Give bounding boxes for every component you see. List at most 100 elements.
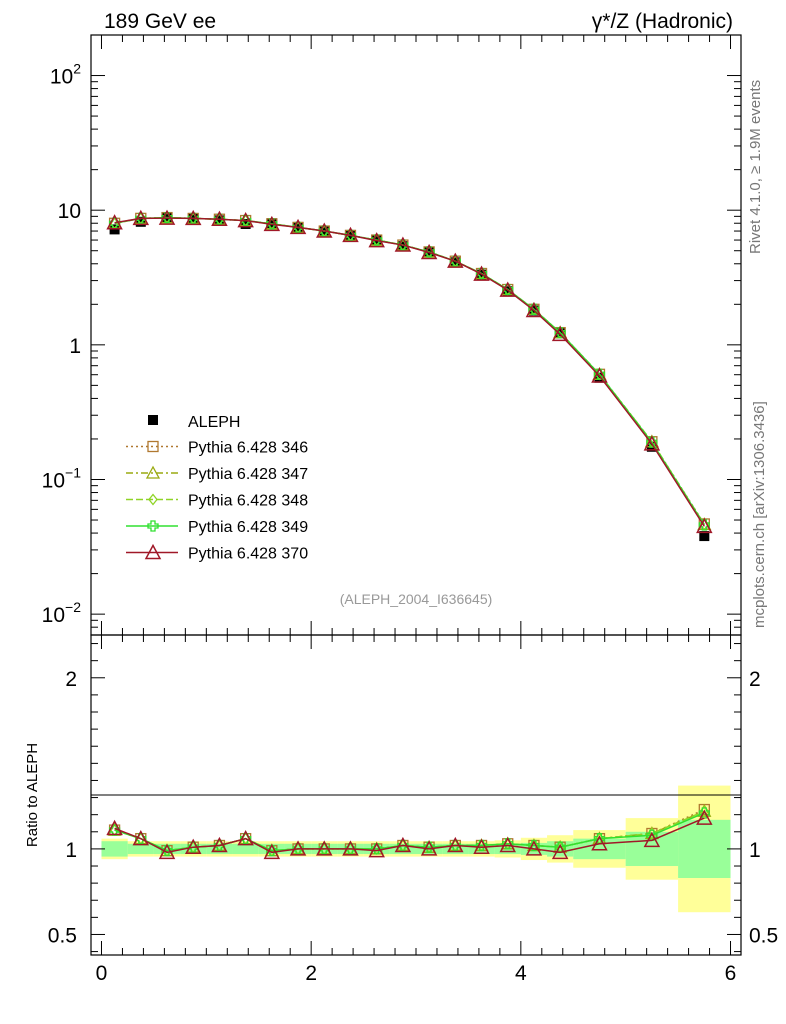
legend-label: Pythia 6.428 348 (188, 493, 308, 510)
main-y-tick-exponent: −2 (65, 599, 81, 615)
legend-label: Pythia 6.428 370 (188, 546, 308, 563)
ratio-band-inner (468, 843, 495, 855)
aleph-data-point (594, 372, 605, 383)
main-series-marker (289, 218, 307, 235)
main-y-tick-label: 10 (58, 200, 81, 223)
ratio-y-tick-label: 2 (65, 668, 77, 691)
main-series-marker (158, 209, 176, 225)
main-series-marker (184, 209, 202, 226)
aleph-data-point (450, 257, 461, 268)
x-tick-label: 0 (96, 962, 108, 985)
main-series-marker (263, 215, 281, 232)
ratio-band-inner (180, 843, 207, 855)
ratio-series-marker (106, 819, 123, 836)
ratio-y-tick-label-right: 2 (749, 668, 761, 691)
process-text: (Hadronic) (635, 10, 733, 33)
main-series-marker (342, 226, 359, 243)
ratio-series-marker (211, 836, 228, 853)
main-series-marker (394, 236, 412, 252)
process-label: γ*/Z (Hadronic) (592, 10, 733, 33)
ratio-series-marker (368, 842, 385, 858)
main-y-tick-base: 10 (42, 604, 65, 627)
ratio-band-inner (258, 843, 285, 855)
x-tick-label: 2 (305, 962, 317, 985)
ratio-series-marker (184, 838, 202, 854)
ratio-band-inner (547, 841, 574, 857)
main-series-marker (473, 265, 490, 281)
mcplots-label: mcplots.cern.ch [arXiv:1306.3436] (751, 401, 768, 628)
main-series-marker (551, 325, 569, 342)
ratio-series-marker (698, 807, 710, 819)
ratio-series-marker (525, 840, 543, 856)
legend-marker (148, 493, 158, 506)
ratio-series-marker (289, 840, 307, 856)
main-y-tick-base: 10 (58, 200, 81, 223)
main-y-tick-base: 10 (50, 66, 73, 89)
ratio-band-inner (206, 843, 233, 855)
ratio-band-inner (127, 843, 154, 855)
aleph-data-point (502, 286, 513, 297)
energy-label: 189 GeV ee (104, 10, 216, 33)
legend-label: Pythia 6.428 346 (188, 440, 308, 457)
ratio-mc-series (106, 803, 713, 860)
ratio-series-marker (263, 843, 281, 860)
ratio-series-marker (394, 836, 412, 853)
ratio-series-marker (420, 840, 438, 856)
legend-label: Pythia 6.428 347 (188, 466, 308, 483)
main-series-marker (316, 222, 333, 238)
main-series-marker (499, 281, 516, 297)
legend: ALEPH Pythia 6.428 346 Pythia 6.428 347 Pyt… (126, 414, 308, 563)
ratio-series-marker (158, 843, 176, 860)
main-y-tick-label: 102 (50, 61, 81, 89)
aleph-data-point (397, 241, 408, 252)
main-series-marker (591, 367, 608, 383)
ratio-band-inner (573, 838, 626, 860)
main-series-line (114, 217, 705, 527)
ratio-series-marker (237, 830, 254, 846)
main-series-marker (106, 214, 123, 230)
main-series-marker (211, 210, 228, 226)
ratio-series-marker (447, 836, 464, 853)
main-series-marker (447, 252, 464, 268)
aleph-data-point (135, 216, 146, 227)
main-y-tick-label: 1 (69, 335, 81, 358)
ratio-band-inner (153, 843, 181, 855)
main-series-marker (237, 211, 254, 228)
ratio-series-marker (499, 836, 516, 853)
main-y-tick-base: 10 (42, 469, 65, 492)
ratio-series-marker (696, 809, 713, 825)
ratio-band-inner (678, 819, 731, 878)
ratio-series-marker (591, 835, 608, 851)
ratio-band-inner (101, 841, 128, 857)
ratio-series-marker (473, 838, 490, 854)
ratio-series-marker (699, 805, 710, 818)
aleph-data-point (214, 215, 225, 226)
ratio-y-tick-label: 1 (65, 839, 77, 862)
ratio-axis-ticks: 0.5 0.5 1 1 2 2 (48, 643, 778, 953)
main-y-tick-base: 1 (69, 335, 81, 358)
ratio-panel: 0.5 0.5 1 1 2 2 Ratio to ALEPH (24, 634, 778, 956)
legend-label: Pythia 6.428 349 (188, 519, 308, 536)
legend-marker (145, 465, 161, 479)
legend-marker-aleph (148, 415, 158, 425)
ratio-y-tick-label-right: 0.5 (749, 924, 778, 947)
ratio-series-marker (528, 839, 540, 852)
analysis-label: (ALEPH_2004_I636645) (340, 591, 493, 607)
main-y-tick-exponent: −1 (65, 464, 81, 480)
ratio-series-marker (551, 843, 569, 860)
ratio-series-marker (316, 840, 333, 856)
legend-label-aleph: ALEPH (188, 414, 240, 431)
ratio-y-tick-label-right: 1 (749, 839, 761, 862)
ratio-series-marker (132, 830, 150, 846)
ratio-series-line (114, 817, 705, 854)
ratio-y-tick-label: 0.5 (48, 924, 77, 947)
ratio-series-marker (643, 831, 661, 848)
legend-marker (144, 543, 162, 560)
main-series-marker (132, 209, 150, 226)
legend-marker (147, 440, 159, 453)
ratio-band-inner (442, 843, 469, 855)
main-series-marker (696, 517, 713, 534)
main-mc-series (106, 209, 713, 534)
